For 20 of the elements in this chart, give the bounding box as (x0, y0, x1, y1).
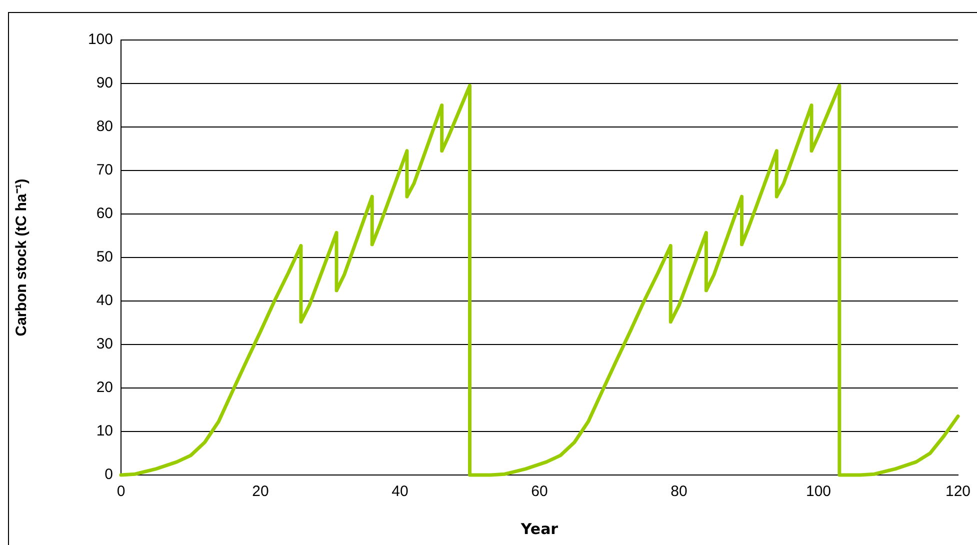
y-tick-label: 10 (96, 422, 113, 440)
x-tick-label: 0 (116, 483, 126, 500)
x-tick-label: 120 (945, 483, 971, 500)
x-axis-title: Year (520, 520, 559, 538)
y-axis-title: Carbon stock (tC ha⁻¹) (13, 178, 30, 336)
x-tick-label: 80 (670, 483, 688, 500)
y-tick-label: 90 (96, 74, 113, 92)
y-tick-label: 50 (96, 248, 113, 266)
y-tick-label: 40 (96, 292, 113, 310)
y-tick-label: 100 (88, 31, 113, 48)
x-tick-label: 100 (806, 483, 832, 500)
y-tick-label: 30 (96, 336, 113, 353)
y-tick-label: 80 (96, 118, 113, 136)
y-tick-label: 60 (96, 205, 113, 222)
x-tick-label: 20 (252, 483, 269, 500)
y-tick-label: 20 (96, 379, 113, 396)
y-tick-label: 0 (104, 466, 113, 484)
y-tick-label: 70 (96, 162, 113, 179)
x-tick-label: 40 (392, 483, 408, 500)
x-tick-label: 60 (531, 483, 548, 500)
